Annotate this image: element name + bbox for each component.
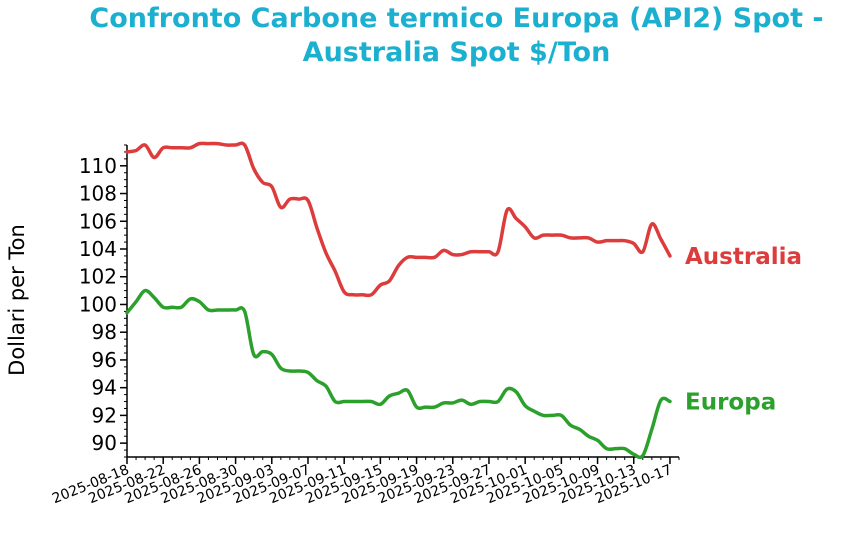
y-tick-label: 98 bbox=[92, 320, 117, 344]
series-label-australia: Australia bbox=[685, 244, 802, 270]
y-tick-label: 108 bbox=[79, 182, 117, 206]
y-tick-label: 92 bbox=[92, 403, 117, 427]
axes: 90929496981001021041061081102025-08-1820… bbox=[50, 144, 680, 507]
y-tick-label: 110 bbox=[79, 154, 117, 178]
y-tick-label: 90 bbox=[92, 431, 117, 455]
chart-title: Confronto Carbone termico Europa (API2) … bbox=[0, 2, 855, 70]
chart-title-line-1: Confronto Carbone termico Europa (API2) … bbox=[89, 3, 824, 34]
series-labels: Australia Europa bbox=[685, 244, 802, 416]
series-lines bbox=[125, 141, 672, 460]
y-tick-label: 102 bbox=[79, 265, 117, 289]
y-tick-label: 96 bbox=[92, 348, 117, 372]
series-line-australia bbox=[125, 141, 672, 298]
y-tick-label: 94 bbox=[92, 376, 117, 400]
series-label-europa: Europa bbox=[685, 390, 776, 416]
y-tick-label: 104 bbox=[79, 237, 117, 261]
chart-title-line-2: Australia Spot $/Ton bbox=[302, 37, 611, 68]
y-tick-label: 100 bbox=[79, 292, 117, 316]
series-line-europa bbox=[125, 288, 672, 460]
y-tick-label: 106 bbox=[79, 209, 117, 233]
